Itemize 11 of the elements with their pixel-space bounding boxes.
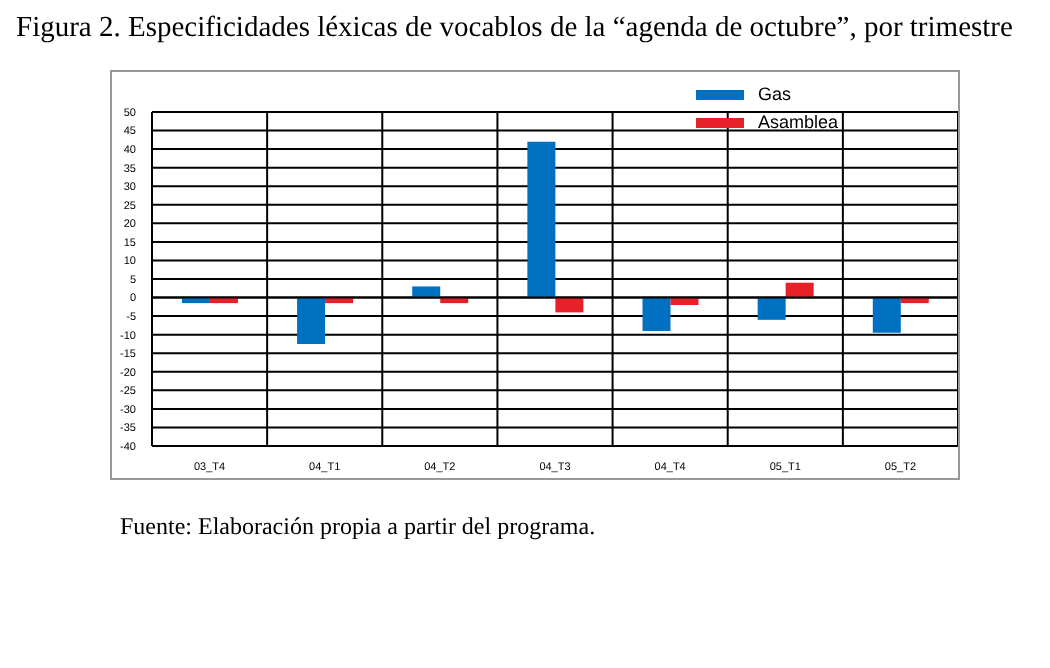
bar bbox=[757, 297, 786, 320]
legend-label: Gas bbox=[757, 84, 791, 104]
chart-title: Figura 2. Especificidades léxicas de vocablos de la “agenda de octubre”, por trimestre bbox=[16, 12, 1015, 46]
source-note: Fuente: Elaboración propia a partir del programa. bbox=[120, 512, 598, 542]
bar bbox=[642, 297, 671, 331]
bar bbox=[412, 286, 441, 298]
bar bbox=[527, 141, 556, 298]
bar bbox=[297, 297, 326, 344]
legend-label: Asamblea bbox=[757, 112, 838, 132]
bar bbox=[872, 297, 901, 333]
bar bbox=[785, 282, 814, 298]
